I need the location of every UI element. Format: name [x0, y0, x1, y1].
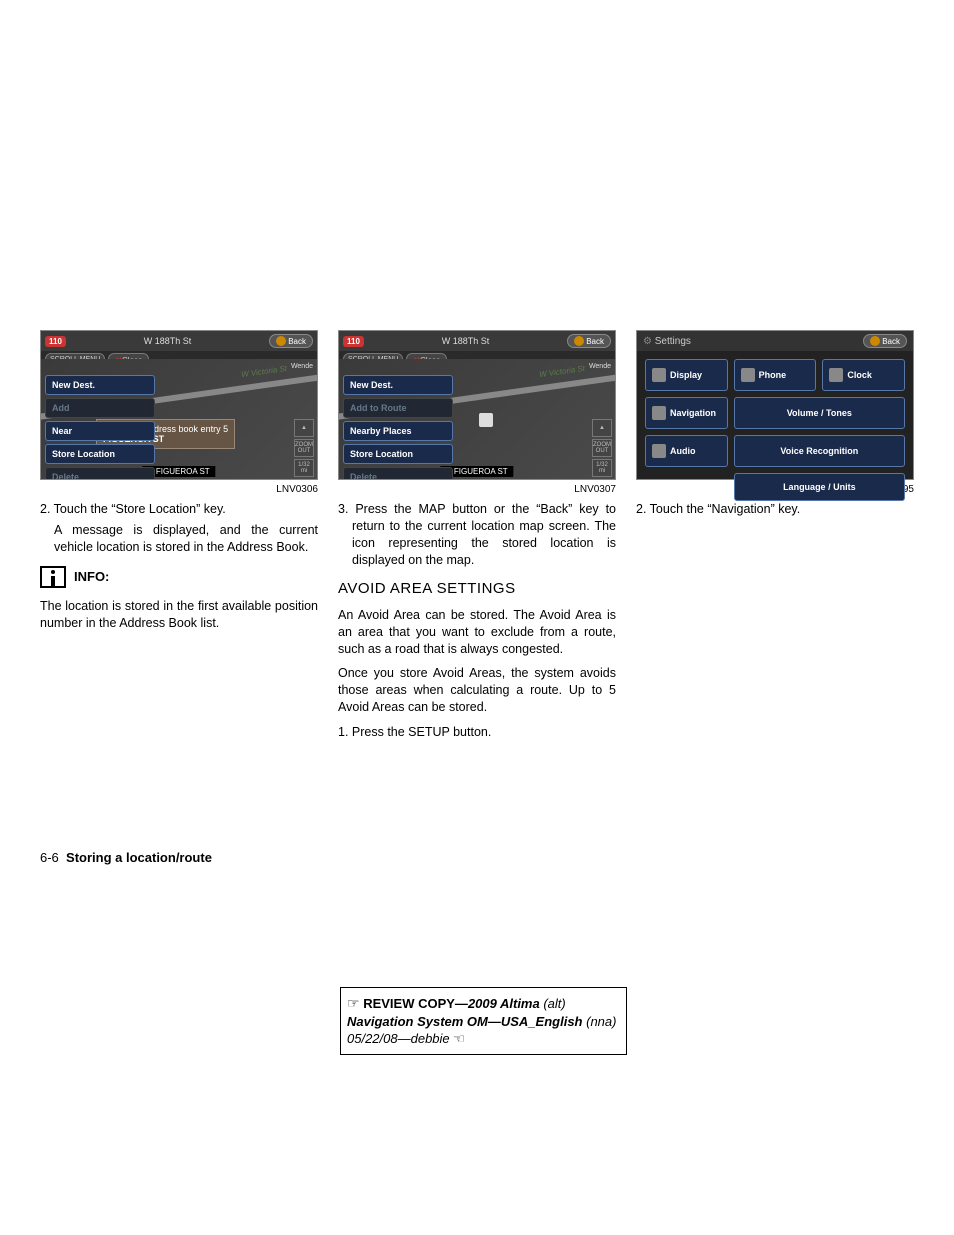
review-l1c: (alt) — [540, 996, 566, 1011]
phone-label: Phone — [759, 370, 787, 380]
navigation-label: Navigation — [670, 408, 716, 418]
settings-title: ⚙ Settings — [643, 336, 691, 347]
zoom-out-button[interactable]: ZOOM OUT — [592, 439, 612, 457]
voice-recognition-button[interactable]: Voice Recognition — [734, 435, 905, 467]
review-l1a: REVIEW COPY— — [363, 996, 468, 1011]
store-location-button[interactable]: Store Location — [343, 444, 453, 464]
figure-caption: LNV0307 — [338, 484, 616, 495]
review-l2b: (nna) — [583, 1014, 617, 1029]
clock-button[interactable]: Clock — [822, 359, 905, 391]
new-dest-button[interactable]: New Dest. — [45, 375, 155, 395]
column-1: 110 W 188Th St Back SCROLL MENU ✕Close W… — [40, 330, 318, 745]
column-3: ⚙ Settings Back Display Phone Clock Navi… — [636, 330, 914, 745]
back-arrow-icon — [870, 336, 880, 346]
review-l2a: Navigation System OM—USA_English — [347, 1014, 583, 1029]
back-label: Back — [288, 337, 306, 346]
nearby-places-button[interactable]: Nearby Places — [343, 421, 453, 441]
scale-indicator: 1/32 mi — [592, 459, 612, 477]
figure-caption: LNV0306 — [40, 484, 318, 495]
voice-label: Voice Recognition — [780, 446, 858, 456]
display-icon — [652, 368, 666, 382]
diagonal-road-label: W Victoria St — [241, 364, 288, 379]
compass-label: Wende — [291, 363, 313, 370]
display-label: Display — [670, 370, 702, 380]
back-button[interactable]: Back — [863, 334, 907, 348]
navigation-icon — [652, 406, 666, 420]
back-button[interactable]: Back — [269, 334, 313, 348]
north-icon[interactable]: ▲ — [592, 419, 612, 437]
add-button[interactable]: Add — [45, 398, 155, 418]
store-location-button[interactable]: Store Location — [45, 444, 155, 464]
pointer-icon: ☞ — [347, 995, 360, 1011]
step-3: 3. Press the MAP button or the “Back” ke… — [352, 501, 616, 569]
street-name: W 188Th St — [368, 336, 563, 346]
settings-title-text: Settings — [655, 336, 691, 347]
section-heading: AVOID AREA SETTINGS — [338, 579, 616, 599]
map-screenshot-2: 110 W 188Th St Back SCROLL MENU ✕Close W… — [338, 330, 616, 480]
scale-indicator: 1/32 mi — [294, 459, 314, 477]
footer-title: Storing a location/route — [66, 850, 212, 865]
column-2: 110 W 188Th St Back SCROLL MENU ✕Close W… — [338, 330, 616, 745]
compass-label: Wende — [589, 363, 611, 370]
back-arrow-icon — [276, 336, 286, 346]
back-label: Back — [586, 337, 604, 346]
language-units-button[interactable]: Language / Units — [734, 473, 905, 501]
settings-screenshot: ⚙ Settings Back Display Phone Clock Navi… — [636, 330, 914, 480]
info-label: INFO: — [74, 568, 109, 586]
page-number: 6-6 — [40, 850, 59, 865]
paragraph-2: Once you store Avoid Areas, the system a… — [338, 665, 616, 716]
navigation-button[interactable]: Navigation — [645, 397, 728, 429]
info-text: The location is stored in the first avai… — [40, 598, 318, 632]
map-screenshot-1: 110 W 188Th St Back SCROLL MENU ✕Close W… — [40, 330, 318, 480]
hand-icon: ☜ — [453, 1031, 465, 1046]
volume-label: Volume / Tones — [787, 408, 852, 418]
audio-icon — [652, 444, 666, 458]
clock-label: Clock — [847, 370, 872, 380]
step-2-line-2: A message is displayed, and the current … — [40, 522, 318, 556]
audio-button[interactable]: Audio — [645, 435, 728, 467]
diagonal-road-label: W Victoria St — [539, 364, 586, 379]
route-shield: 110 — [45, 336, 66, 347]
delete-button[interactable]: Delete — [45, 467, 155, 480]
clock-icon — [829, 368, 843, 382]
audio-label: Audio — [670, 446, 696, 456]
page-footer: 6-6 Storing a location/route — [40, 850, 212, 865]
step-1: 1. Press the SETUP button. — [352, 724, 616, 741]
back-arrow-icon — [574, 336, 584, 346]
back-label: Back — [882, 337, 900, 346]
info-icon — [40, 566, 66, 588]
north-icon[interactable]: ▲ — [294, 419, 314, 437]
paragraph-1: An Avoid Area can be stored. The Avoid A… — [338, 607, 616, 658]
route-shield: 110 — [343, 336, 364, 347]
language-label: Language / Units — [783, 482, 856, 492]
review-l3: 05/22/08—debbie — [347, 1031, 450, 1046]
add-to-route-button[interactable]: Add to Route — [343, 398, 453, 418]
near-button[interactable]: Near — [45, 421, 155, 441]
phone-button[interactable]: Phone — [734, 359, 817, 391]
back-button[interactable]: Back — [567, 334, 611, 348]
review-copy-box: ☞ REVIEW COPY—2009 Altima (alt) Navigati… — [340, 987, 627, 1055]
new-dest-button[interactable]: New Dest. — [343, 375, 453, 395]
delete-button[interactable]: Delete — [343, 467, 453, 480]
phone-icon — [741, 368, 755, 382]
step-2-line-1: 2. Touch the “Store Location” key. — [54, 501, 318, 518]
location-marker-icon — [479, 413, 493, 427]
street-name: W 188Th St — [70, 336, 265, 346]
review-l1b: 2009 Altima — [468, 996, 540, 1011]
display-button[interactable]: Display — [645, 359, 728, 391]
zoom-out-button[interactable]: ZOOM OUT — [294, 439, 314, 457]
volume-tones-button[interactable]: Volume / Tones — [734, 397, 905, 429]
